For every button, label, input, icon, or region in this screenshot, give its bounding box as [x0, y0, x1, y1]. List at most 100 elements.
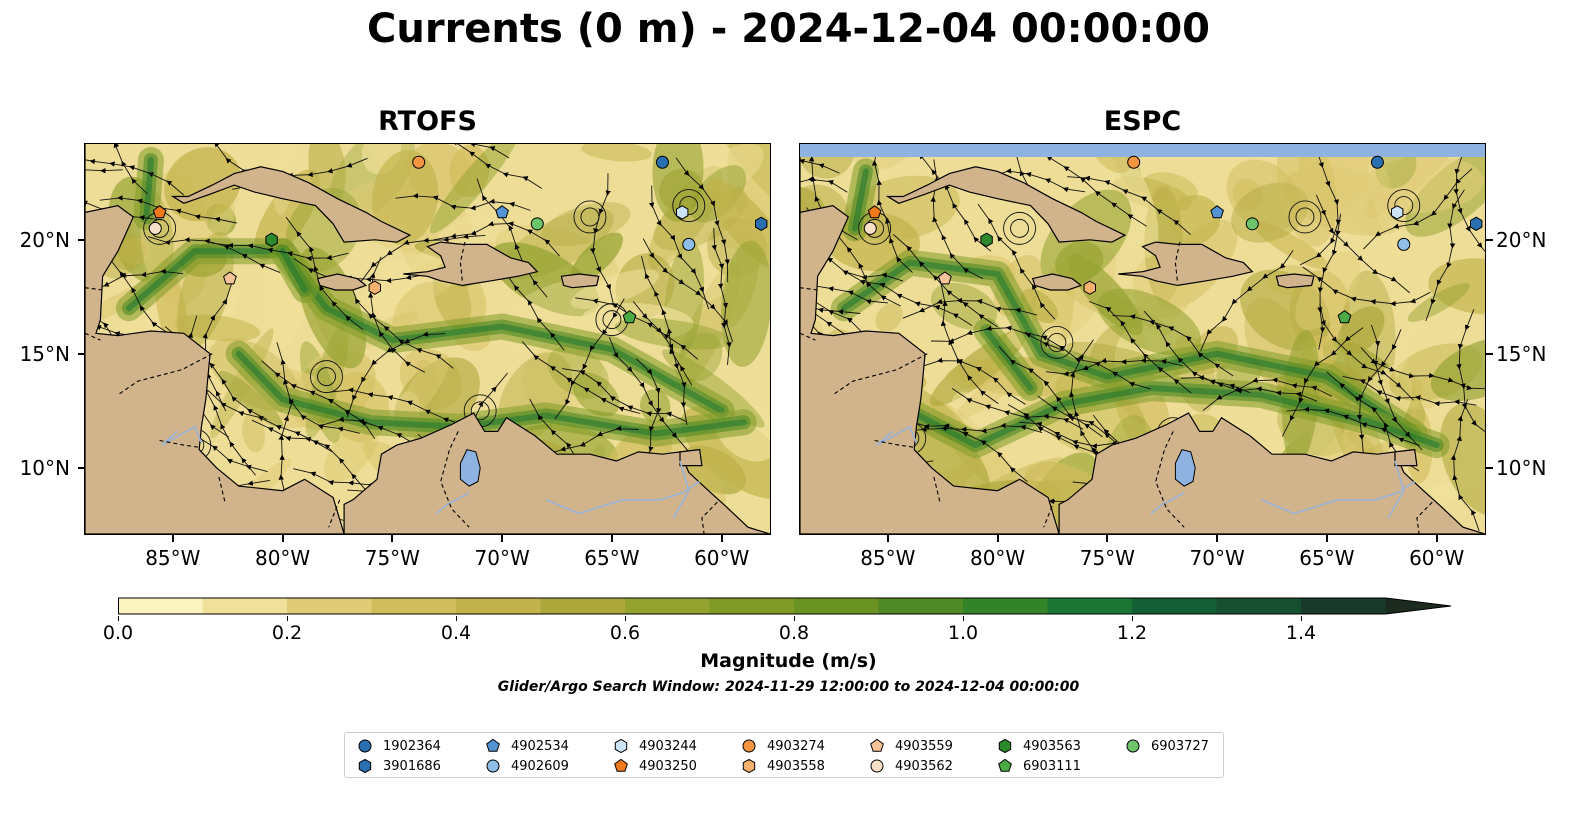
colorbar-bin: [1132, 598, 1217, 614]
float-marker-4903250: [867, 205, 882, 219]
panel-title-rtofs: RTOFS: [378, 106, 477, 137]
lon-tick-label: 70°W: [1189, 546, 1245, 570]
land-pr: [560, 273, 600, 289]
lat-tick: [1486, 238, 1493, 241]
streamlines: [85, 144, 734, 534]
lon-tick-label: 65°W: [584, 546, 640, 570]
legend-marker-4903244: [614, 738, 628, 754]
colorbar-tick: [793, 616, 795, 621]
float-marker-4903250: [152, 205, 167, 219]
legend-marker-4903563: [998, 738, 1012, 754]
legend-marker-1902364: [358, 739, 372, 753]
float-marker-4903244: [1391, 205, 1404, 220]
float-marker-6903111: [622, 310, 637, 324]
colorbar-bin: [1301, 598, 1386, 614]
colorbar-bin: [963, 598, 1048, 614]
float-markers: [863, 155, 1483, 324]
colorbar-bin: [371, 598, 457, 614]
colorbar-tick-label: 1.0: [947, 622, 979, 644]
colorbar-tick: [1131, 616, 1133, 621]
float-marker-4903563: [980, 232, 993, 247]
lon-tick: [281, 535, 284, 542]
panel-title-espc: ESPC: [1103, 106, 1182, 137]
legend-item: 4902609: [485, 757, 569, 775]
legend-marker-6903111: [998, 758, 1012, 772]
float-marker-4903558: [368, 280, 381, 295]
legend-label: 4903563: [1023, 738, 1081, 754]
lon-tick: [391, 535, 394, 542]
colorbar-tick-label: 1.2: [1116, 622, 1148, 644]
colorbar-tick-label: 0.4: [440, 622, 472, 644]
land-hispaniola: [403, 241, 539, 287]
legend-label: 1902364: [383, 738, 441, 754]
float-marker-6903111: [1337, 310, 1352, 324]
colorbar-bin: [625, 598, 710, 614]
colorbar-tick: [455, 616, 457, 621]
lon-tick: [171, 535, 174, 542]
legend-item: 4903244: [613, 737, 697, 755]
colorbar-tick-label: 0.6: [609, 622, 641, 644]
colorbar-bin: [118, 598, 203, 614]
float-marker-4903274: [412, 155, 426, 169]
legend-marker: [1126, 739, 1140, 753]
float-marker-4903562: [148, 221, 162, 235]
lon-tick-label: 75°W: [364, 546, 420, 570]
rtofs-map: [84, 143, 771, 535]
legend-marker-4903250: [614, 758, 628, 772]
legend-marker-4903559: [870, 738, 884, 752]
legend-marker: [870, 759, 884, 773]
float-marker-4903558: [1083, 280, 1096, 295]
colorbar-tick-label: 0.8: [778, 622, 810, 644]
land-sa: [1058, 412, 1485, 534]
lon-tick-label: 80°W: [254, 546, 311, 570]
float-marker-6903727: [530, 217, 544, 231]
land-cap: [800, 204, 1060, 534]
search-window-text: Glider/Argo Search Window: 2024-11-29 12…: [497, 679, 1080, 695]
colorbar-bin: [540, 598, 626, 614]
colorbar-bin: [456, 598, 541, 614]
lat-tick: [78, 352, 85, 355]
float-marker-1902364: [1370, 155, 1384, 169]
colorbar-tick: [1300, 616, 1302, 621]
legend-label: 4903274: [767, 738, 825, 754]
colorbar-label: Magnitude (m/s): [700, 650, 877, 672]
legend-item: 4903250: [613, 757, 697, 775]
legend-marker-3901686: [358, 758, 372, 774]
float-marker-4902609: [682, 237, 696, 251]
land-cuba: [170, 166, 412, 243]
colorbar-bin: [1047, 598, 1133, 614]
legend-item: 4903559: [869, 737, 953, 755]
colorbar-scale: [118, 597, 1452, 615]
espc-map: [799, 143, 1486, 535]
lon-tick: [720, 535, 723, 542]
legend-marker: [998, 758, 1012, 772]
lat-tick: [78, 466, 85, 469]
lat-tick-label: 20°N: [19, 227, 70, 252]
lon-tick-label: 85°W: [145, 546, 201, 570]
figure-title: Currents (0 m) - 2024-12-04 00:00:00: [367, 6, 1210, 52]
colorbar-bin: [287, 598, 372, 614]
land-cap: [85, 204, 345, 534]
float-marker-1902364: [655, 155, 669, 169]
float-marker-4903244: [676, 205, 689, 220]
lon-tick-label: 70°W: [474, 546, 530, 570]
legend-label: 4903562: [895, 758, 953, 774]
legend-label: 4903250: [639, 758, 697, 774]
streamlines: [800, 144, 1485, 534]
legend-marker: [614, 738, 628, 754]
legend-marker: [358, 758, 372, 774]
no-data-band: [800, 144, 1485, 157]
float-marker-4903559: [223, 271, 237, 285]
lon-tick-label: 60°W: [694, 546, 750, 570]
lon-tick-label: 80°W: [969, 546, 1026, 570]
colorbar: [118, 596, 1453, 616]
land: [800, 144, 1485, 534]
lon-tick: [1106, 535, 1109, 542]
colorbar-bin: [1216, 598, 1302, 614]
float-marker-3901686: [1470, 216, 1483, 231]
lon-tick: [610, 535, 613, 542]
colorbar-tick: [286, 616, 288, 621]
colorbar-tick: [117, 616, 119, 621]
legend-item: 3901686: [357, 757, 441, 775]
legend-marker: [358, 739, 372, 753]
